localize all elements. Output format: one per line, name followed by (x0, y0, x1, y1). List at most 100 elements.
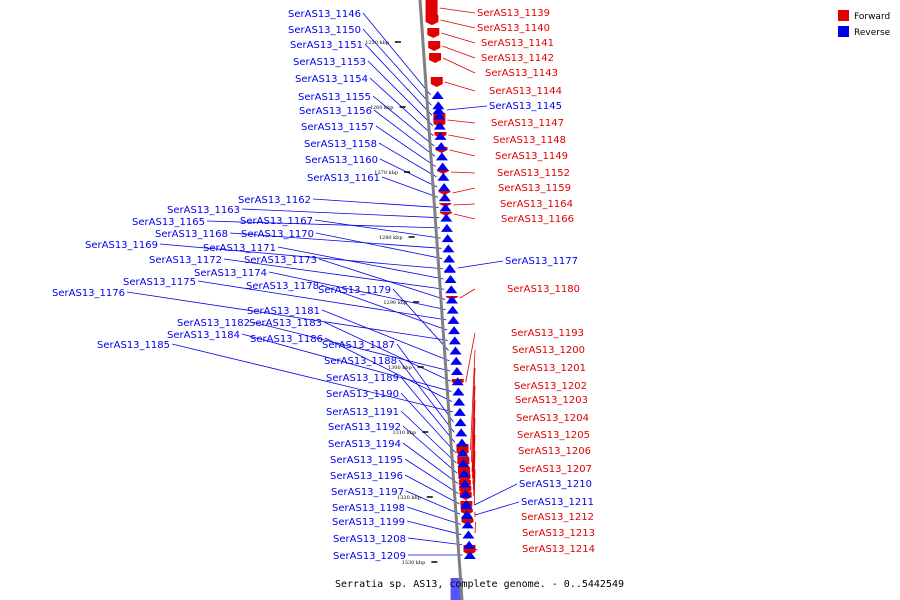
reverse-gene-leader (398, 359, 455, 433)
reverse-gene-arrow (449, 346, 462, 355)
ruler-tick-label: 1310 kbp (392, 430, 416, 436)
reverse-gene-label[interactable]: SerAS13_1178 (246, 281, 319, 292)
reverse-gene-label[interactable]: SerAS13_1181 (247, 306, 320, 317)
reverse-gene-label[interactable]: SerAS13_1195 (330, 455, 403, 466)
reverse-gene-label[interactable]: SerAS13_1168 (155, 229, 228, 240)
reverse-gene-label[interactable]: SerAS13_1174 (194, 268, 267, 279)
reverse-gene-label[interactable]: SerAS13_1192 (328, 422, 401, 433)
reverse-gene-label[interactable]: SerAS13_1187 (322, 340, 395, 351)
reverse-gene-label[interactable]: SerAS13_1171 (203, 243, 276, 254)
forward-gene-label[interactable]: SerAS13_1144 (489, 86, 562, 97)
forward-gene-label[interactable]: SerAS13_1149 (495, 151, 568, 162)
forward-gene-label[interactable]: SerAS13_1141 (481, 38, 554, 49)
reverse-gene-label[interactable]: SerAS13_1182 (177, 318, 250, 329)
reverse-gene-label[interactable]: SerAS13_1210 (519, 479, 592, 490)
forward-gene-label[interactable]: SerAS13_1152 (497, 168, 570, 179)
forward-gene-leader (471, 385, 476, 473)
reverse-gene-label[interactable]: SerAS13_1157 (301, 122, 374, 133)
reverse-gene-label[interactable]: SerAS13_1151 (290, 40, 363, 51)
forward-gene-label[interactable]: SerAS13_1180 (507, 284, 580, 295)
reverse-gene-arrow (454, 418, 467, 427)
reverse-gene-leader (241, 333, 452, 392)
reverse-gene-label[interactable]: SerAS13_1170 (241, 229, 314, 240)
reverse-gene-leader (379, 158, 438, 188)
reverse-gene-label[interactable]: SerAS13_1150 (288, 25, 361, 36)
forward-gene-label[interactable]: SerAS13_1193 (511, 328, 584, 339)
reverse-gene-label[interactable]: SerAS13_1154 (295, 74, 368, 85)
forward-gene-label[interactable]: SerAS13_1139 (477, 8, 550, 19)
forward-gene-label[interactable]: SerAS13_1202 (514, 381, 587, 392)
reverse-gene-arrow (455, 438, 468, 447)
forward-gene-label[interactable]: SerAS13_1147 (491, 118, 564, 129)
reverse-gene-label[interactable]: SerAS13_1175 (123, 277, 196, 288)
forward-gene-leader (459, 288, 476, 299)
forward-gene-label[interactable]: SerAS13_1213 (522, 528, 595, 539)
forward-gene-label[interactable]: SerAS13_1142 (481, 53, 554, 64)
forward-gene-leader (448, 134, 476, 141)
map-caption: Serratia sp. AS13, complete genome. - 0.… (335, 579, 624, 590)
forward-gene-label[interactable]: SerAS13_1207 (519, 464, 592, 475)
reverse-gene-label[interactable]: SerAS13_1167 (240, 216, 313, 227)
reverse-gene-label[interactable]: SerAS13_1179 (318, 285, 391, 296)
reverse-gene-arrow (432, 106, 445, 114)
forward-gene-label[interactable]: SerAS13_1204 (516, 413, 589, 424)
forward-gene-label[interactable]: SerAS13_1212 (521, 512, 594, 523)
forward-gene-label[interactable]: SerAS13_1140 (477, 23, 550, 34)
reverse-gene-label[interactable]: SerAS13_1191 (326, 407, 399, 418)
reverse-gene-label[interactable]: SerAS13_1162 (238, 195, 311, 206)
reverse-gene-leader (312, 198, 439, 208)
ruler-tick-label: 1330 kbp (402, 560, 426, 566)
reverse-gene-label[interactable]: SerAS13_1189 (326, 373, 399, 384)
forward-gene-label[interactable]: SerAS13_1159 (498, 183, 571, 194)
reverse-gene-arrow (463, 540, 476, 549)
reverse-gene-leader (402, 425, 458, 474)
reverse-gene-label[interactable]: SerAS13_1169 (85, 240, 158, 251)
reverse-gene-label[interactable]: SerAS13_1161 (307, 173, 380, 184)
reverse-gene-label[interactable]: SerAS13_1194 (328, 439, 401, 450)
reverse-gene-label[interactable]: SerAS13_1156 (299, 106, 372, 117)
reverse-gene-label[interactable]: SerAS13_1186 (250, 334, 323, 345)
reverse-gene-label[interactable]: SerAS13_1199 (332, 517, 405, 528)
ruler-tick-label: 1270 kbp (374, 170, 398, 176)
forward-gene-label[interactable]: SerAS13_1200 (512, 345, 585, 356)
reverse-gene-label[interactable]: SerAS13_1158 (304, 139, 377, 150)
reverse-gene-label[interactable]: SerAS13_1146 (288, 9, 361, 20)
reverse-gene-label[interactable]: SerAS13_1176 (52, 288, 125, 299)
reverse-gene-label[interactable]: SerAS13_1211 (521, 497, 594, 508)
forward-gene-label[interactable]: SerAS13_1164 (500, 199, 573, 210)
reverse-gene-leader (268, 271, 446, 311)
reverse-gene-label[interactable]: SerAS13_1172 (149, 255, 222, 266)
reverse-gene-label[interactable]: SerAS13_1165 (132, 217, 205, 228)
forward-gene-leader (452, 187, 476, 194)
forward-gene-leader (473, 450, 476, 497)
reverse-gene-arrow (436, 162, 449, 171)
forward-gene-label[interactable]: SerAS13_1214 (522, 544, 595, 555)
reverse-gene-label[interactable]: SerAS13_1196 (330, 471, 403, 482)
reverse-gene-label[interactable]: SerAS13_1185 (97, 340, 170, 351)
forward-gene-label[interactable]: SerAS13_1166 (501, 214, 574, 225)
reverse-gene-label[interactable]: SerAS13_1145 (489, 101, 562, 112)
reverse-gene-label[interactable]: SerAS13_1160 (305, 155, 378, 166)
reverse-gene-leader (159, 243, 443, 270)
reverse-gene-label[interactable]: SerAS13_1163 (167, 205, 240, 216)
reverse-gene-label[interactable]: SerAS13_1153 (293, 57, 366, 68)
reverse-gene-label[interactable]: SerAS13_1208 (333, 534, 406, 545)
reverse-gene-label[interactable]: SerAS13_1209 (333, 551, 406, 562)
reverse-gene-label[interactable]: SerAS13_1177 (505, 256, 578, 267)
reverse-gene-label[interactable]: SerAS13_1198 (332, 503, 405, 514)
reverse-gene-label[interactable]: SerAS13_1184 (167, 330, 240, 341)
reverse-gene-label[interactable]: SerAS13_1155 (298, 92, 371, 103)
forward-gene-label[interactable]: SerAS13_1143 (485, 68, 558, 79)
forward-gene-label[interactable]: SerAS13_1206 (518, 446, 591, 457)
reverse-gene-label[interactable]: SerAS13_1197 (331, 487, 404, 498)
forward-gene-label[interactable]: SerAS13_1205 (517, 430, 590, 441)
reverse-gene-leader (364, 43, 433, 116)
reverse-gene-label[interactable]: SerAS13_1190 (326, 389, 399, 400)
reverse-gene-label[interactable]: SerAS13_1188 (324, 356, 397, 367)
forward-gene-label[interactable]: SerAS13_1148 (493, 135, 566, 146)
ruler-tick-label: 1250 kbp (365, 40, 389, 46)
forward-gene-label[interactable]: SerAS13_1203 (515, 395, 588, 406)
reverse-gene-label[interactable]: SerAS13_1173 (244, 255, 317, 266)
forward-gene-label[interactable]: SerAS13_1201 (513, 363, 586, 374)
reverse-gene-label[interactable]: SerAS13_1183 (249, 318, 322, 329)
